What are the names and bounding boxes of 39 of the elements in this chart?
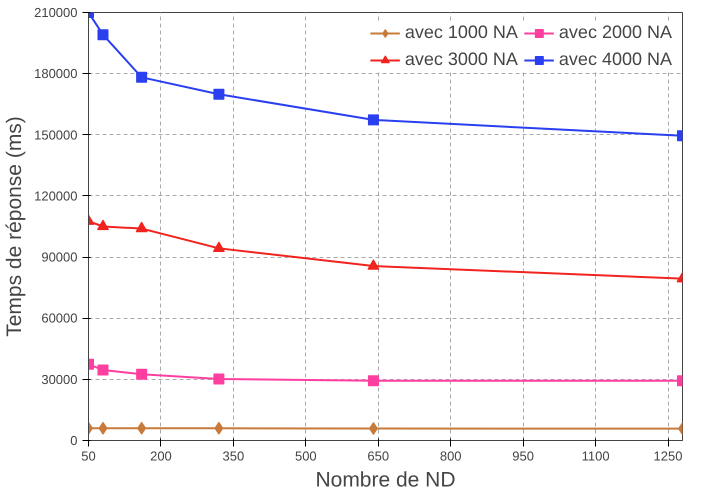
x-tick-label: 1100 xyxy=(582,448,610,464)
x-tick-label: 50 xyxy=(81,448,96,464)
x-tick-label: 800 xyxy=(440,448,462,464)
legend-label: avec 2000 NA xyxy=(558,22,672,43)
point xyxy=(98,422,108,435)
y-tick-label: 30000 xyxy=(41,372,78,387)
y-tick-label: 90000 xyxy=(41,250,78,265)
y-axis-title: Temps de réponse (ms) xyxy=(3,116,26,337)
point xyxy=(136,222,148,232)
x-tick-label: 200 xyxy=(150,448,172,464)
y-tick-label: 150000 xyxy=(34,127,78,142)
point xyxy=(368,114,379,126)
point xyxy=(136,368,148,380)
x-tick-label: 350 xyxy=(222,448,244,464)
x-axis-title: Nombre de ND xyxy=(315,468,456,492)
legend-label: avec 3000 NA xyxy=(404,49,518,70)
y-tick-label: 180000 xyxy=(34,66,78,82)
point xyxy=(212,241,225,252)
y-tick-label: 0 xyxy=(70,433,78,448)
point xyxy=(368,422,378,435)
point xyxy=(96,220,109,230)
x-tick-label: 950 xyxy=(512,448,534,464)
point xyxy=(214,422,224,435)
x-tick-label: 500 xyxy=(294,448,317,464)
y-tick-label: 60000 xyxy=(41,310,78,326)
legend-label: avec 1000 NA xyxy=(404,22,518,43)
point xyxy=(97,29,108,40)
legend-label: avec 4000 NA xyxy=(558,49,672,70)
point xyxy=(137,422,146,435)
point xyxy=(97,364,108,376)
point xyxy=(213,88,224,100)
x-tick-label: 1250 xyxy=(654,448,682,464)
point xyxy=(136,72,148,83)
y-tick-label: 120000 xyxy=(34,188,78,204)
point xyxy=(367,259,380,270)
x-tick-label: 650 xyxy=(367,448,390,464)
point xyxy=(213,373,224,384)
point xyxy=(368,375,379,386)
y-tick-label: 210000 xyxy=(34,5,78,20)
